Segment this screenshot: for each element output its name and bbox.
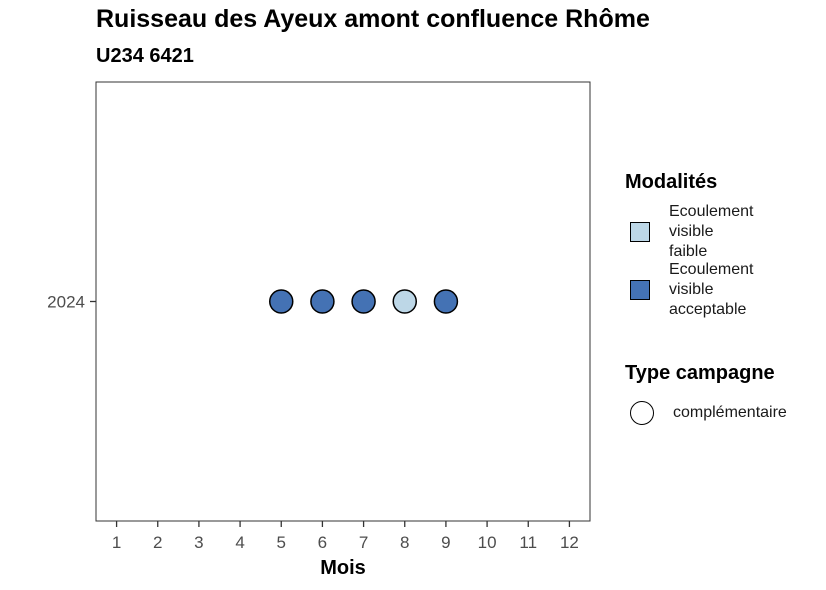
x-tick-label: 11 [519,533,537,552]
x-tick-label: 9 [441,533,450,552]
x-tick-label: 12 [560,533,579,552]
legend-modalites-title: Modalités [625,171,718,193]
legend-swatch-acceptable [630,280,650,300]
chart-subtitle: U234 6421 [96,45,194,67]
legend-label-faible: Ecoulement visible faible [669,203,754,260]
legend-item-acceptable: Ecoulement visible acceptable [630,260,754,320]
x-axis-label: Mois [320,557,366,579]
x-tick-label: 10 [478,533,497,552]
x-tick-label: 8 [400,533,409,552]
legend-item-faible: Ecoulement visible faible [630,202,754,262]
y-tick-label: 2024 [47,293,85,312]
x-tick-label: 7 [359,533,368,552]
legend-swatch-faible [630,222,650,242]
data-point [433,289,459,314]
data-point [351,289,376,314]
x-tick-label: 1 [112,533,121,552]
legend-label-complementaire: complémentaire [673,404,787,421]
x-tick-label: 2 [153,533,162,552]
plot-panel [95,81,591,522]
legend-type-campagne-title: Type campagne [625,362,775,384]
data-point [392,289,417,314]
x-tick-label: 6 [318,533,327,552]
x-tick-label: 3 [194,533,203,552]
legend-label-acceptable: Ecoulement visible acceptable [669,261,754,318]
data-point [269,289,294,314]
x-tick-label: 5 [277,533,286,552]
data-point [310,289,335,314]
x-tick-label: 4 [235,533,244,552]
chart-title: Ruisseau des Ayeux amont confluence Rhôm… [96,5,650,33]
legend-item-complementaire: complémentaire [630,401,787,425]
legend-circle-icon [630,401,654,425]
